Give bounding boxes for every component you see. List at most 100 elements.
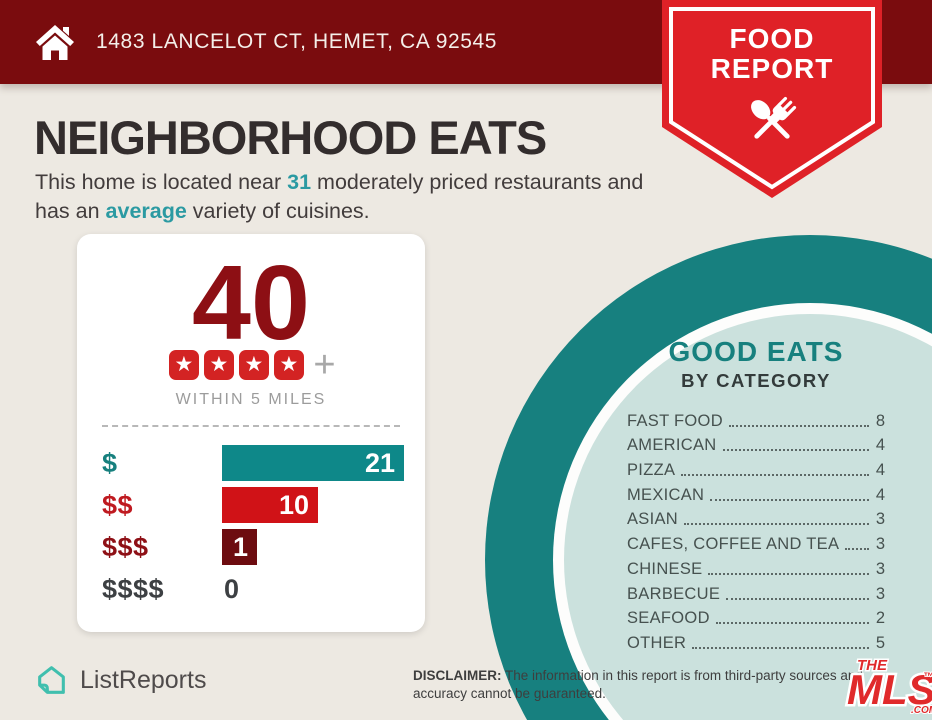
category-label: PIZZA	[627, 461, 676, 480]
star-icon: ★	[203, 350, 234, 380]
category-row: OTHER 5	[627, 628, 885, 653]
category-row: AMERICAN 4	[627, 431, 885, 456]
category-count: 4	[875, 485, 885, 504]
bar-area: 10	[222, 487, 405, 523]
dotted-leader	[728, 424, 869, 427]
star-row: ★ ★ ★ ★	[166, 350, 306, 380]
price-tier-row: $$$$ 0	[102, 571, 405, 607]
price-tier-label: $$	[102, 489, 134, 520]
price-tier-zero: 0	[224, 573, 240, 604]
price-tier-chart: $21 $$ 10 $$$ 1 $$$$ 0	[102, 445, 405, 613]
listreports-logo: ListReports	[33, 662, 206, 699]
summary-mid: moderately priced restaurants and	[311, 170, 644, 194]
disclaimer-label: DISCLAIMER:	[413, 668, 502, 683]
mls-mls: MLS	[847, 666, 932, 713]
good-eats-subtitle: BY CATEGORY	[681, 370, 831, 391]
price-tier-bar: 10	[222, 487, 318, 523]
category-row: SEAFOOD 2	[627, 604, 885, 629]
good-eats-panel: GOOD EATS BY CATEGORY FAST FOOD 8 AMERICAN…	[627, 336, 885, 653]
category-row: PIZZA 4	[627, 455, 885, 480]
category-count: 4	[875, 436, 885, 455]
food-report-badge: FOOD REPORT	[662, 0, 882, 198]
listreports-house-icon	[38, 666, 65, 694]
category-label: CAFES, COFFEE AND TEA	[627, 535, 840, 554]
good-eats-title: GOOD EATS	[668, 336, 844, 367]
dashed-divider	[102, 425, 400, 427]
badge-title-line2: REPORT	[710, 53, 834, 84]
category-label: BARBECUE	[627, 584, 721, 603]
dotted-leader	[708, 572, 869, 575]
summary-text: This home is located near 31 moderately …	[35, 168, 695, 226]
bar-area: 1	[222, 529, 405, 565]
price-tier-row: $$ 10	[102, 487, 405, 523]
category-count: 8	[875, 411, 885, 430]
disclaimer: DISCLAIMER: The information in this repo…	[413, 667, 883, 703]
restaurant-count: 31	[287, 170, 312, 194]
disclaimer-text: The information in this report is from t…	[413, 668, 863, 702]
price-tier-label: $	[102, 447, 118, 478]
category-row: ASIAN 3	[627, 505, 885, 530]
mls-the: THE	[857, 657, 888, 674]
category-list: FAST FOOD 8 AMERICAN 4 PIZZA 4 MEXICAN 4 ASIAN 3 C…	[627, 406, 885, 653]
restaurant-total: 40	[192, 244, 310, 362]
summary-pre: This home is located near	[35, 170, 288, 194]
category-label: FAST FOOD	[627, 411, 723, 430]
price-tier-label: $$$	[102, 531, 149, 562]
badge-title: FOOD REPORT	[662, 24, 882, 84]
category-label: OTHER	[627, 633, 687, 652]
category-label: CHINESE	[627, 559, 703, 578]
category-row: CHINESE 3	[627, 554, 885, 579]
price-tier-row: $21	[102, 445, 405, 481]
dotted-leader	[710, 498, 869, 501]
category-label: ASIAN	[627, 510, 679, 529]
category-label: MEXICAN	[627, 485, 705, 504]
dotted-leader	[845, 548, 869, 551]
dotted-leader	[726, 597, 869, 600]
dotted-leader	[684, 523, 869, 526]
price-tier-bar: 21	[222, 445, 404, 481]
summary-line2: has an	[35, 199, 106, 223]
category-row: BARBECUE 3	[627, 579, 885, 604]
mls-tm: ™	[923, 671, 932, 683]
star-icon: ★	[273, 350, 304, 380]
rating-stars: ★ ★ ★ ★ +	[77, 344, 425, 386]
category-count: 3	[875, 510, 885, 529]
price-tier-label: $$$$	[102, 573, 165, 604]
property-address: 1483 LANCELOT CT, HEMET, CA 92545	[96, 30, 498, 53]
category-count: 3	[875, 559, 885, 578]
category-row: CAFES, COFFEE AND TEA 3	[627, 529, 885, 554]
plus-sign: +	[313, 344, 336, 386]
category-count: 4	[875, 461, 885, 480]
price-tier-row: $$$ 1	[102, 529, 405, 565]
radius-caption: WITHIN 5 MILES	[175, 391, 327, 408]
restaurant-stats-card: 40 ★ ★ ★ ★ + WITHIN 5 MILES $21 $$ 10 $$$ 1 $$$$…	[77, 234, 425, 632]
summary-post: variety of cuisines.	[186, 199, 370, 223]
dotted-leader	[692, 646, 869, 649]
variety-highlight: average	[105, 199, 187, 223]
category-count: 3	[875, 535, 885, 554]
dotted-leader	[681, 474, 869, 477]
mls-com: .COM	[911, 705, 932, 716]
category-label: SEAFOOD	[627, 609, 710, 628]
badge-title-line1: FOOD	[729, 23, 815, 54]
price-tier-bar: 1	[222, 529, 257, 565]
category-label: AMERICAN	[627, 436, 717, 455]
bar-area: 21	[222, 445, 405, 481]
ribbon-shape	[662, 0, 882, 198]
themls-logo: THE MLS ™ .COM	[845, 656, 932, 718]
category-count: 3	[875, 584, 885, 603]
category-count: 2	[875, 609, 885, 628]
house-icon	[34, 23, 76, 61]
bar-area: 0	[222, 571, 405, 607]
dotted-leader	[722, 449, 869, 452]
dotted-leader	[715, 622, 869, 625]
category-count: 5	[875, 633, 885, 652]
category-row: MEXICAN 4	[627, 480, 885, 505]
category-row: FAST FOOD 8	[627, 406, 885, 431]
star-icon: ★	[238, 350, 269, 380]
star-icon: ★	[168, 350, 199, 380]
brand-name: ListReports	[80, 666, 207, 694]
spoon-fork-icon	[751, 96, 797, 139]
page-title: NEIGHBORHOOD EATS	[34, 111, 547, 164]
